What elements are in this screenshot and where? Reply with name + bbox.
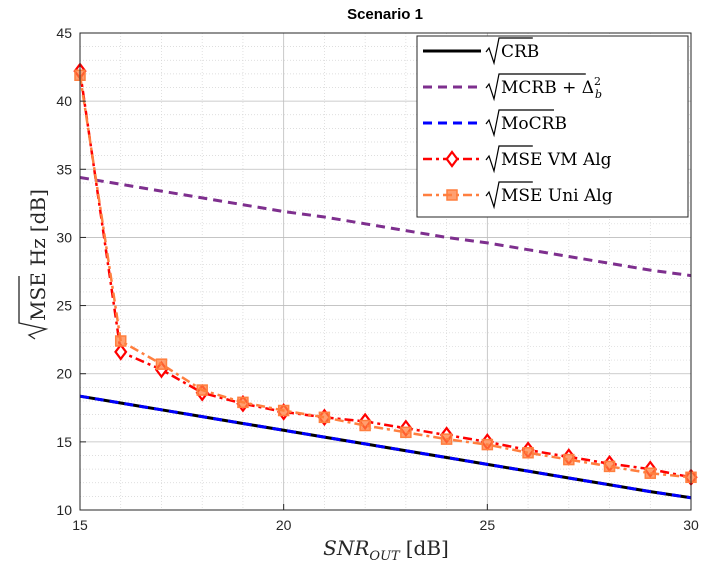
- y-tick-label: 15: [56, 434, 72, 450]
- data-point-uni: [522, 447, 534, 459]
- legend-entry-uni: MSE Uni Alg: [423, 181, 613, 210]
- x-axis-label-unit: [dB]: [406, 536, 449, 560]
- data-point-uni: [400, 426, 412, 439]
- legend-label-root: CRB: [501, 42, 539, 62]
- legend-entry-crb: CRB: [423, 37, 539, 66]
- plot-series: [73, 62, 698, 500]
- legend-label-root: MSE: [501, 150, 542, 170]
- legend-label-uni: MSE Uni Alg: [501, 186, 613, 206]
- legend-marker-uni: [446, 189, 458, 201]
- data-point-uni: [644, 467, 657, 479]
- y-tick-label: 45: [56, 25, 72, 41]
- legend-entry-mocrb: MoCRB: [423, 109, 567, 138]
- x-tick-label: 15: [72, 517, 88, 533]
- y-tick-label: 25: [56, 298, 72, 314]
- plot-frame: [79, 32, 692, 511]
- y-tick-label: 30: [56, 229, 72, 245]
- legend-label-suffix: VM Alg: [542, 150, 611, 170]
- y-tick-label: 40: [56, 93, 72, 109]
- svg-text:SNROUT[dB]: SNROUT [dB]: [323, 536, 449, 564]
- series-line-mocrb: [79, 394, 692, 500]
- legend-sqrt-sign: [485, 181, 533, 210]
- series-line-mcrb: [79, 175, 692, 278]
- y-axis-label-unit: Hz: [26, 238, 50, 266]
- legend-label-mcrb: MCRB + Δ2 b: [501, 75, 602, 101]
- legend-label-root: MoCRB: [501, 114, 567, 134]
- legend-label-vm: MSE VM Alg: [501, 150, 612, 170]
- y-tick-label: 20: [56, 366, 72, 382]
- legend-label-mocrb: MoCRB: [501, 114, 567, 134]
- legend-sqrt-sign: [485, 37, 533, 66]
- x-axis-label: SNROUT [dB]: [323, 536, 449, 564]
- data-point-uni: [155, 358, 168, 370]
- svg-text:MSEHz[dB]: MSE Hz [dB]: [26, 189, 50, 321]
- legend-label-sup: 2: [594, 75, 601, 88]
- y-axis-label-sqrt-sign: [18, 276, 49, 340]
- legend-label-suffix: Uni Alg: [542, 186, 612, 206]
- legend-marker-vm: [445, 150, 459, 168]
- series-line-vm: [78, 70, 692, 479]
- y-axis-label: MSE Hz [dB]: [18, 189, 50, 340]
- data-point-uni: [563, 453, 575, 466]
- y-axis-label-bracket: [dB]: [26, 189, 50, 232]
- series-mcrb: [79, 175, 692, 278]
- data-point-uni: [277, 404, 290, 417]
- data-point-vm: [114, 343, 128, 361]
- data-point-uni: [481, 438, 494, 451]
- data-point-uni: [359, 419, 371, 432]
- x-axis-label-sub: OUT: [369, 549, 401, 564]
- legend-label-sub: b: [595, 88, 602, 101]
- data-point-uni: [440, 433, 453, 445]
- data-point-uni: [114, 335, 127, 347]
- data-point-uni: [603, 460, 616, 473]
- legend-entry-vm: MSE VM Alg: [423, 145, 612, 174]
- legend-sqrt-sign: [485, 109, 554, 138]
- legend-entry-mcrb: MCRB + Δ2 b: [423, 73, 602, 102]
- y-axis-label-root: MSE: [26, 272, 50, 321]
- data-point-uni: [237, 396, 249, 409]
- series-mocrb: [79, 394, 692, 500]
- data-point-uni: [196, 384, 208, 396]
- y-tick-label: 35: [56, 161, 72, 177]
- x-axis-label-main: SNR: [323, 536, 369, 560]
- x-tick-label: 25: [480, 517, 496, 533]
- legend-label-root: MCRB + Δ: [501, 78, 594, 98]
- legend-sqrt-sign: [485, 145, 533, 174]
- x-tick-label: 30: [683, 517, 699, 533]
- y-tick-label: 10: [56, 502, 72, 518]
- legend-box: [416, 35, 689, 218]
- data-point-uni: [318, 411, 331, 424]
- legend-label-root: MSE: [501, 186, 542, 206]
- series-uni: [74, 69, 697, 484]
- legend-label-crb: CRB: [501, 42, 539, 62]
- chart-title: Scenario 1: [347, 6, 423, 23]
- x-tick-label: 20: [276, 517, 292, 533]
- legend-sqrt-sign: [485, 73, 586, 102]
